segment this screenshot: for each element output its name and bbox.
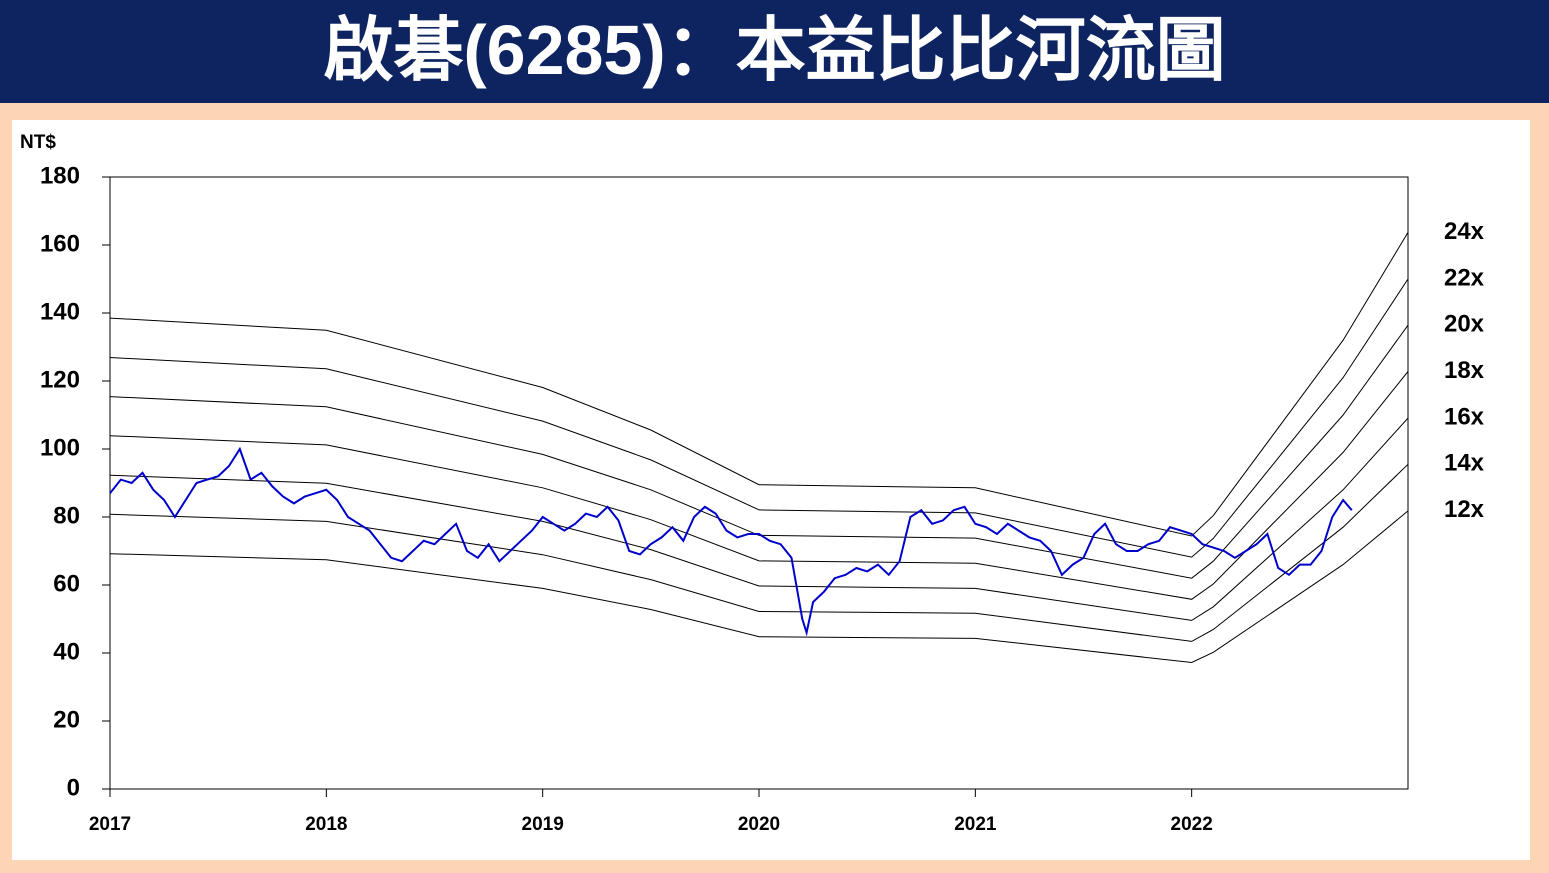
band-label: 16x — [1444, 403, 1485, 430]
band-label: 14x — [1444, 450, 1485, 477]
x-tick-label: 2019 — [522, 814, 564, 835]
plot-frame — [109, 176, 1409, 790]
band-line — [109, 278, 1409, 558]
y-tick-label: 160 — [40, 230, 80, 257]
chart-title: 啟碁(6285)：本益比比河流圖 — [0, 0, 1549, 103]
band-line — [109, 417, 1409, 621]
x-tick-label: 2020 — [738, 814, 780, 835]
band-line — [109, 510, 1409, 664]
band-label: 18x — [1444, 357, 1485, 384]
y-tick-label: 140 — [40, 298, 80, 325]
y-tick-label: 60 — [53, 570, 80, 597]
x-tick-label: 2022 — [1171, 814, 1213, 835]
y-axis-label: NT$ — [20, 132, 56, 153]
band-label: 12x — [1444, 496, 1485, 523]
band-line — [109, 324, 1409, 579]
price-line — [109, 446, 1353, 637]
y-tick-label: 20 — [53, 706, 80, 733]
x-tick-label: 2017 — [89, 814, 131, 835]
x-tick-label: 2021 — [954, 814, 997, 835]
band-line — [109, 463, 1409, 642]
y-tick-label: 40 — [53, 638, 80, 665]
y-tick-label: 180 — [40, 162, 80, 189]
band-line — [109, 371, 1409, 600]
band-label: 20x — [1444, 311, 1485, 338]
band-label: 24x — [1444, 218, 1485, 245]
y-tick-label: 120 — [40, 366, 80, 393]
y-tick-label: 80 — [53, 502, 80, 529]
band-label: 22x — [1444, 264, 1485, 291]
y-tick-label: 100 — [40, 434, 80, 461]
band-line — [109, 232, 1409, 537]
y-tick-label: 0 — [67, 774, 80, 801]
x-tick-label: 2018 — [305, 814, 347, 835]
